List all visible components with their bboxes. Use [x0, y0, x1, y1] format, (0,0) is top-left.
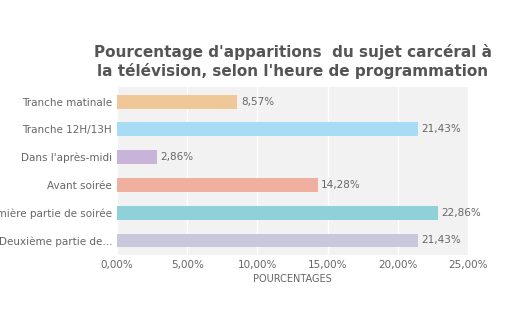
Text: 22,86%: 22,86% [442, 208, 481, 218]
Bar [117, 178, 318, 192]
Title: Pourcentage d'apparitions  du sujet carcéral à
la télévision, selon l'heure de p: Pourcentage d'apparitions du sujet carcé… [94, 44, 492, 79]
Bar [117, 234, 418, 247]
Bar [117, 206, 438, 220]
Text: 21,43%: 21,43% [421, 235, 461, 245]
Text: 14,28%: 14,28% [321, 180, 361, 190]
Bar [117, 95, 237, 109]
Text: 2,86%: 2,86% [161, 152, 194, 162]
Bar [117, 123, 418, 136]
Text: 8,57%: 8,57% [241, 97, 274, 107]
X-axis label: POURCENTAGES: POURCENTAGES [253, 274, 332, 284]
Text: 21,43%: 21,43% [421, 124, 461, 134]
Bar [117, 150, 157, 164]
